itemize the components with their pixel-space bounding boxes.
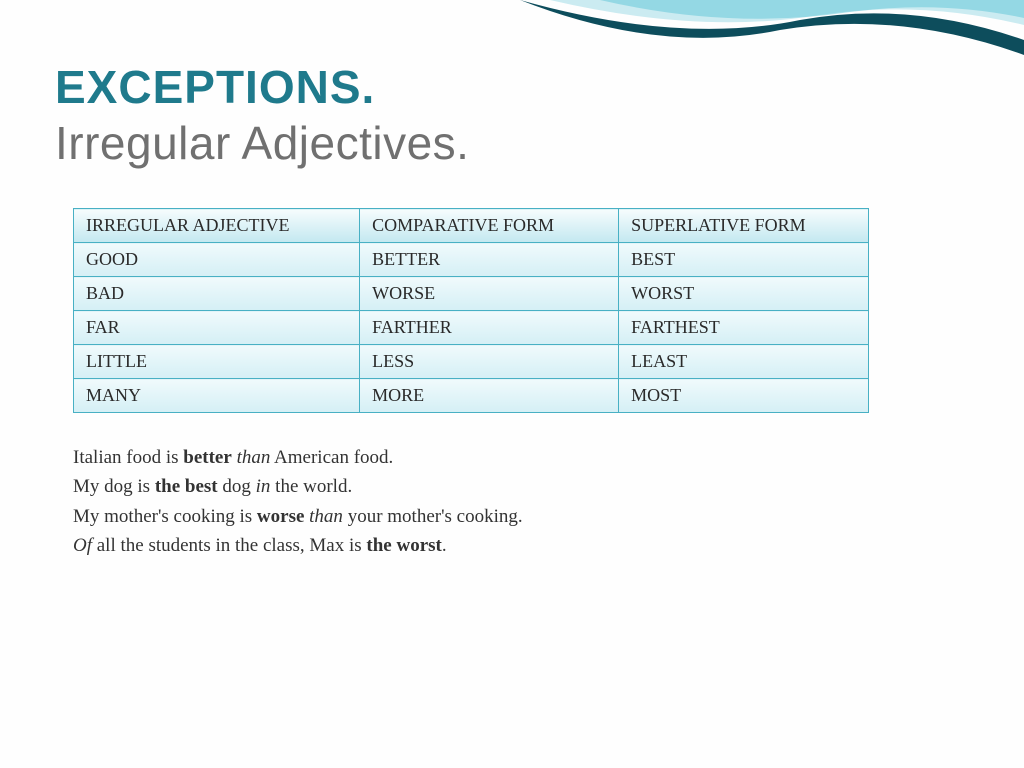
table-cell: BETTER bbox=[360, 243, 619, 277]
table-row: MANY MORE MOST bbox=[74, 379, 869, 413]
table-cell: FAR bbox=[74, 311, 360, 345]
table-row: LITTLE LESS LEAST bbox=[74, 345, 869, 379]
table-row: GOOD BETTER BEST bbox=[74, 243, 869, 277]
table-row: FAR FARTHER FARTHEST bbox=[74, 311, 869, 345]
example-line: Italian food is better than American foo… bbox=[73, 443, 969, 472]
table-cell: WORSE bbox=[360, 277, 619, 311]
table-cell: MORE bbox=[360, 379, 619, 413]
example-line: Of all the students in the class, Max is… bbox=[73, 531, 969, 560]
table-cell: MOST bbox=[619, 379, 869, 413]
table-cell: FARTHER bbox=[360, 311, 619, 345]
table-cell: BEST bbox=[619, 243, 869, 277]
adjectives-table-container: IRREGULAR ADJECTIVE COMPARATIVE FORM SUP… bbox=[73, 208, 869, 413]
table-row: BAD WORSE WORST bbox=[74, 277, 869, 311]
example-line: My dog is the best dog in the world. bbox=[73, 472, 969, 501]
col-header: COMPARATIVE FORM bbox=[360, 209, 619, 243]
col-header: IRREGULAR ADJECTIVE bbox=[74, 209, 360, 243]
example-line: My mother's cooking is worse than your m… bbox=[73, 502, 969, 531]
example-sentences: Italian food is better than American foo… bbox=[73, 443, 969, 561]
adjectives-table: IRREGULAR ADJECTIVE COMPARATIVE FORM SUP… bbox=[73, 208, 869, 413]
table-cell: LEAST bbox=[619, 345, 869, 379]
slide-title: EXCEPTIONS. bbox=[55, 60, 969, 114]
table-cell: FARTHEST bbox=[619, 311, 869, 345]
table-cell: MANY bbox=[74, 379, 360, 413]
table-cell: WORST bbox=[619, 277, 869, 311]
table-cell: BAD bbox=[74, 277, 360, 311]
slide-subtitle: Irregular Adjectives. bbox=[55, 116, 969, 170]
table-header-row: IRREGULAR ADJECTIVE COMPARATIVE FORM SUP… bbox=[74, 209, 869, 243]
table-cell: LESS bbox=[360, 345, 619, 379]
table-cell: LITTLE bbox=[74, 345, 360, 379]
table-cell: GOOD bbox=[74, 243, 360, 277]
col-header: SUPERLATIVE FORM bbox=[619, 209, 869, 243]
